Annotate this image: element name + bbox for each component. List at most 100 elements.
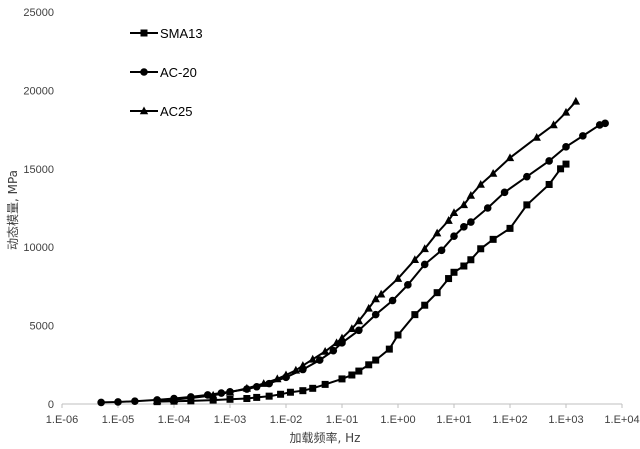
data-point-triangle (488, 169, 498, 177)
data-point-triangle (208, 390, 218, 399)
data-point-square (467, 256, 475, 264)
data-point-square (226, 395, 234, 403)
data-point-circle (371, 310, 380, 319)
data-point-square (411, 311, 419, 319)
data-point-circle (315, 356, 324, 364)
data-point-circle (437, 246, 446, 255)
data-point-circle (131, 397, 139, 405)
x-tick-label: 1.E+02 (492, 414, 527, 426)
data-point-triangle (242, 383, 252, 392)
data-point-square (489, 235, 497, 243)
data-point-circle (562, 143, 570, 151)
data-point-circle (500, 188, 509, 197)
data-point-square (140, 29, 148, 37)
data-point-square (309, 384, 317, 392)
legend-label: AC25 (160, 104, 193, 119)
x-tick-label: 1.E-01 (326, 414, 358, 426)
data-point-square (421, 301, 429, 309)
series-layer (97, 96, 609, 407)
series-sma13 (153, 160, 570, 406)
data-point-triangle (332, 338, 341, 347)
data-point-triangle (410, 255, 420, 264)
data-point-triangle (420, 244, 429, 253)
data-point-triangle (273, 374, 282, 383)
data-point-triangle (364, 303, 373, 312)
data-point-square (372, 356, 380, 364)
data-point-triangle (298, 361, 308, 369)
data-point-square (253, 393, 261, 401)
data-point-triangle (444, 216, 453, 224)
data-point-triangle (393, 274, 403, 282)
data-point-triangle (505, 153, 515, 162)
x-tick-label: 1.E+04 (604, 414, 639, 426)
legend-item: AC25 (130, 104, 193, 119)
data-point-triangle (152, 396, 162, 405)
y-tick-label: 15000 (23, 164, 54, 176)
data-point-circle (523, 172, 531, 181)
data-point-square (299, 387, 307, 395)
data-point-triangle (320, 346, 330, 355)
x-tick-label: 1.E+00 (380, 414, 415, 426)
legend: SMA13 AC-20 AC25 (130, 26, 203, 119)
data-point-triangle (281, 370, 291, 379)
data-point-triangle (549, 120, 558, 129)
x-tick-label: 1.E-03 (214, 414, 246, 426)
data-point-square (265, 392, 273, 400)
data-point-square (338, 375, 346, 383)
y-tick-label: 25000 (23, 7, 54, 19)
data-point-triangle (532, 132, 541, 141)
series-line (101, 122, 606, 404)
x-tick-label: 1.E+01 (436, 414, 471, 426)
legend-label: SMA13 (160, 26, 203, 41)
data-point-triangle (291, 365, 301, 374)
data-point-square (355, 367, 363, 375)
data-point-triangle (571, 96, 581, 105)
data-point-square (523, 201, 531, 209)
y-axis-title: 动态模量, MPa (6, 170, 20, 250)
data-point-square (545, 180, 553, 188)
data-point-circle (388, 296, 397, 305)
data-point-circle (579, 132, 587, 140)
data-point-triangle (186, 393, 196, 402)
data-point-triangle (225, 387, 235, 396)
data-point-triangle (561, 107, 571, 116)
data-point-triangle (371, 294, 380, 303)
data-point-circle (355, 326, 363, 335)
data-point-triangle (476, 179, 485, 188)
x-axis-title: 加载频率, Hz (290, 430, 361, 445)
data-point-square (433, 289, 441, 297)
data-point-circle (460, 223, 468, 231)
data-point-circle (483, 204, 492, 212)
x-tick-label: 1.E-04 (158, 414, 190, 426)
data-point-triangle (466, 190, 476, 199)
data-point-triangle (169, 395, 179, 403)
series-ac-20 (97, 119, 609, 407)
x-tick-label: 1.E-02 (270, 414, 302, 426)
data-point-circle (467, 218, 475, 226)
data-point-circle (114, 398, 122, 406)
data-point-square (450, 268, 458, 276)
y-tick-label: 10000 (23, 242, 54, 254)
legend-item: AC-20 (130, 65, 197, 80)
data-point-square (477, 245, 485, 253)
data-point-square (277, 390, 285, 398)
data-point-square (506, 224, 514, 232)
data-point-circle (140, 68, 148, 76)
data-point-square (460, 262, 468, 270)
data-point-triangle (376, 289, 386, 298)
data-point-square (365, 361, 373, 369)
data-point-triangle (259, 379, 268, 387)
data-point-square (385, 345, 393, 353)
y-tick-label: 5000 (30, 321, 54, 333)
data-point-triangle (308, 354, 317, 363)
data-point-square (348, 371, 356, 379)
legend-item: SMA13 (130, 26, 203, 41)
legend-label: AC-20 (160, 65, 197, 80)
data-point-triangle (459, 200, 469, 209)
series-ac25 (152, 96, 581, 405)
data-point-circle (404, 281, 412, 289)
data-point-triangle (432, 228, 442, 237)
x-tick-label: 1.E-06 (46, 414, 78, 426)
data-point-circle (97, 398, 105, 407)
